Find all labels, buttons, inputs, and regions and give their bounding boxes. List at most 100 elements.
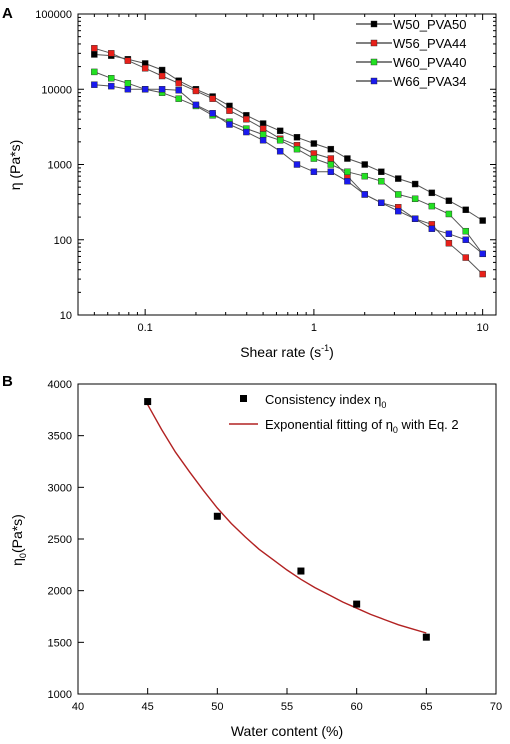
legend-marker-W56_PVA44 — [370, 39, 378, 47]
legend-marker-W60_PVA40 — [370, 58, 378, 66]
data-point-W66_PVA34 — [91, 81, 98, 88]
data-point-W66_PVA34 — [310, 168, 318, 175]
panel-label-b: B — [2, 373, 13, 390]
x-tick-label-b: 40 — [72, 701, 84, 713]
data-point-W60_PVA40 — [378, 177, 385, 185]
data-point-W66_PVA34 — [344, 177, 351, 185]
data-point-W66_PVA34 — [192, 101, 200, 109]
data-point-W60_PVA40 — [259, 131, 267, 138]
data-point-W60_PVA40 — [395, 191, 402, 198]
data-point-W66_PVA34 — [395, 207, 402, 215]
x-tick-label-b: 45 — [142, 701, 154, 713]
data-point-W50_PVA50 — [327, 145, 335, 153]
data-point-consistency — [213, 512, 221, 520]
data-point-W60_PVA40 — [175, 95, 182, 102]
data-point-W66_PVA34 — [226, 121, 233, 128]
legend-label-W60_PVA40: W60_PVA40 — [393, 55, 466, 70]
legend-b: Consistency index η0 Exponential fitting … — [229, 392, 459, 435]
legend-a: W50_PVA50 W56_PVA44 W60_PVA40 W66_PVA34 — [356, 17, 466, 89]
data-point-W56_PVA44 — [91, 45, 98, 52]
y-tick-label-a: 100000 — [35, 9, 72, 21]
data-point-W60_PVA40 — [445, 210, 453, 218]
data-point-W50_PVA50 — [91, 51, 98, 58]
x-tick-label-b: 70 — [490, 701, 502, 713]
data-point-W66_PVA34 — [293, 161, 301, 168]
y-tick-label-b: 4000 — [48, 379, 72, 391]
data-point-W66_PVA34 — [462, 236, 469, 243]
data-point-consistency — [297, 567, 305, 575]
data-point-W60_PVA40 — [293, 145, 301, 153]
data-point-consistency — [422, 633, 430, 641]
data-point-W56_PVA44 — [175, 80, 182, 87]
legend-marker-W66_PVA34 — [370, 77, 378, 85]
data-point-W50_PVA50 — [310, 140, 318, 147]
y-tick-label-a: 100 — [54, 235, 72, 247]
axis-ticks-a: 10 100 1000 10000 100000 0.1 1 10 — [35, 9, 496, 334]
data-point-W66_PVA34 — [124, 86, 132, 93]
data-point-W66_PVA34 — [141, 86, 149, 93]
y-axis-label-a: η (Pa*s) — [7, 140, 23, 191]
x-axis-label-a: Shear rate (s-1) — [240, 343, 334, 360]
data-point-W50_PVA50 — [361, 161, 368, 168]
data-point-W56_PVA44 — [158, 72, 166, 80]
data-point-W66_PVA34 — [108, 82, 115, 90]
data-point-W60_PVA40 — [310, 155, 318, 162]
data-point-W56_PVA44 — [479, 270, 486, 278]
data-point-W50_PVA50 — [395, 175, 402, 182]
data-point-W66_PVA34 — [259, 137, 267, 144]
y-tick-label-a: 1000 — [48, 160, 72, 172]
data-point-W50_PVA50 — [378, 168, 385, 175]
series-b — [144, 398, 430, 641]
x-tick-label-a: 10 — [477, 322, 489, 334]
x-tick-label-a: 1 — [311, 322, 317, 334]
data-point-W60_PVA40 — [108, 75, 115, 82]
data-point-W66_PVA34 — [445, 230, 453, 237]
legend-marker-W50_PVA50 — [370, 20, 378, 28]
x-axis-label-b: Water content (%) — [231, 723, 343, 739]
data-point-W60_PVA40 — [462, 227, 469, 235]
data-point-W50_PVA50 — [428, 189, 436, 197]
legend-label-fit: Exponential fitting of η0 with Eq. 2 — [265, 417, 459, 435]
x-tick-label-b: 55 — [281, 701, 293, 713]
data-point-W50_PVA50 — [276, 127, 284, 135]
x-tick-label-b: 65 — [420, 701, 432, 713]
data-point-W56_PVA44 — [108, 50, 115, 57]
legend-label-W66_PVA34: W66_PVA34 — [393, 74, 466, 89]
axis-ticks-b: 1000 1500 2000 2500 3000 3500 4000 40 45 50 55 60 65… — [48, 379, 503, 713]
data-point-W50_PVA50 — [462, 206, 469, 214]
x-tick-label-a: 0.1 — [138, 322, 153, 334]
y-axis-label-b: η0(Pa*s) — [9, 514, 28, 566]
data-point-W66_PVA34 — [175, 87, 182, 94]
data-point-W60_PVA40 — [411, 195, 419, 203]
data-point-W66_PVA34 — [243, 128, 250, 136]
data-point-W60_PVA40 — [327, 161, 335, 168]
legend-label-points: Consistency index η0 — [265, 392, 386, 410]
data-point-W56_PVA44 — [209, 95, 216, 102]
data-point-W66_PVA34 — [479, 250, 486, 258]
data-point-consistency — [144, 398, 152, 406]
y-tick-label-b: 2000 — [48, 586, 72, 598]
y-tick-label-b: 3500 — [48, 431, 72, 443]
data-point-W66_PVA34 — [158, 86, 166, 93]
series-a — [91, 45, 486, 278]
legend-label-W56_PVA44: W56_PVA44 — [393, 36, 466, 51]
data-point-W56_PVA44 — [327, 155, 335, 162]
x-tick-label-b: 60 — [351, 701, 363, 713]
panel-label-a: A — [2, 5, 13, 22]
data-point-W56_PVA44 — [141, 65, 149, 72]
data-point-W56_PVA44 — [192, 87, 200, 95]
y-tick-label-a: 10000 — [41, 84, 72, 96]
chart-b: B 1000 1500 2000 2500 3000 3500 4000 40 45 50 55 60… — [2, 373, 502, 739]
series-line-W66_PVA34 — [94, 84, 483, 255]
data-point-W56_PVA44 — [259, 125, 267, 132]
data-point-W66_PVA34 — [428, 225, 436, 232]
data-point-W50_PVA50 — [158, 66, 166, 74]
data-point-W66_PVA34 — [209, 110, 216, 117]
data-point-W50_PVA50 — [445, 197, 453, 204]
data-point-W60_PVA40 — [276, 137, 284, 144]
data-point-W50_PVA50 — [293, 134, 301, 141]
fit-curve — [147, 404, 427, 634]
data-point-W50_PVA50 — [344, 155, 351, 162]
